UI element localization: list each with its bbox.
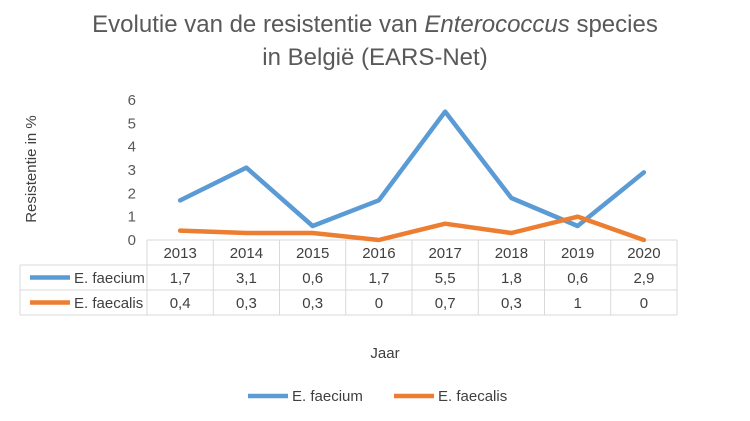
data-label: 1,7 (368, 270, 389, 287)
x-tick-label: 2016 (362, 245, 395, 262)
legend: E. faecium E. faecalis (248, 388, 507, 405)
y-axis-title: Resistentie in % (23, 115, 40, 223)
chart-title-line-2: in België (EARS-Net) (262, 44, 488, 71)
x-tick-label: 2017 (428, 245, 461, 262)
x-tick-label: 2013 (163, 245, 196, 262)
data-label: 0,4 (170, 295, 191, 312)
y-tick-label: 1 (128, 209, 136, 226)
y-tick-label: 0 (128, 232, 136, 249)
data-label: 0,3 (302, 295, 323, 312)
data-table: 2013 2014 2015 2016 2017 2018 2019 2020 E. faeci… (30, 245, 661, 312)
chart-title-genus: Enterococcus (424, 11, 570, 38)
series-line-2 (177, 214, 647, 243)
data-label: 0,3 (236, 295, 257, 312)
y-tick-label: 3 (128, 162, 136, 179)
x-tick-label: 2020 (627, 245, 660, 262)
x-axis-title: Jaar (370, 345, 399, 362)
y-tick-label: 2 (128, 185, 136, 202)
data-label: 0,6 (302, 270, 323, 287)
data-label: 3,1 (236, 270, 257, 287)
legend-label: E. faecium (292, 388, 363, 405)
data-label: 5,5 (435, 270, 456, 287)
data-label: 0,3 (501, 295, 522, 312)
data-label: 0 (640, 295, 648, 312)
data-label: 1,8 (501, 270, 522, 287)
legend-label: E. faecalis (438, 388, 507, 405)
data-table-grid (19, 239, 678, 316)
data-label: 0,7 (435, 295, 456, 312)
x-tick-label: 2019 (561, 245, 594, 262)
series-line-1 (177, 109, 647, 229)
y-tick-label: 5 (128, 115, 136, 132)
chart-title-line-1: Evolutie van de resistentie van Enteroco… (0, 8, 750, 41)
data-label: 0 (375, 295, 383, 312)
chart-title-part-1: Evolutie van de resistentie van (92, 11, 425, 38)
table-series-name: E. faecium (74, 270, 145, 287)
y-axis: 0 1 2 3 4 5 6 (128, 92, 136, 249)
x-tick-label: 2018 (495, 245, 528, 262)
y-tick-label: 6 (128, 92, 136, 109)
data-label: 0,6 (567, 270, 588, 287)
data-label: 1 (573, 295, 581, 312)
data-label: 2,9 (633, 270, 654, 287)
y-tick-label: 4 (128, 139, 136, 156)
chart-title-part-3: species (569, 11, 658, 38)
chart-title: Evolutie van de resistentie van Enteroco… (0, 8, 750, 74)
x-tick-label: 2015 (296, 245, 329, 262)
data-label: 1,7 (170, 270, 191, 287)
table-series-name: E. faecalis (74, 295, 143, 312)
plot-area (177, 109, 647, 243)
x-tick-label: 2014 (230, 245, 263, 262)
